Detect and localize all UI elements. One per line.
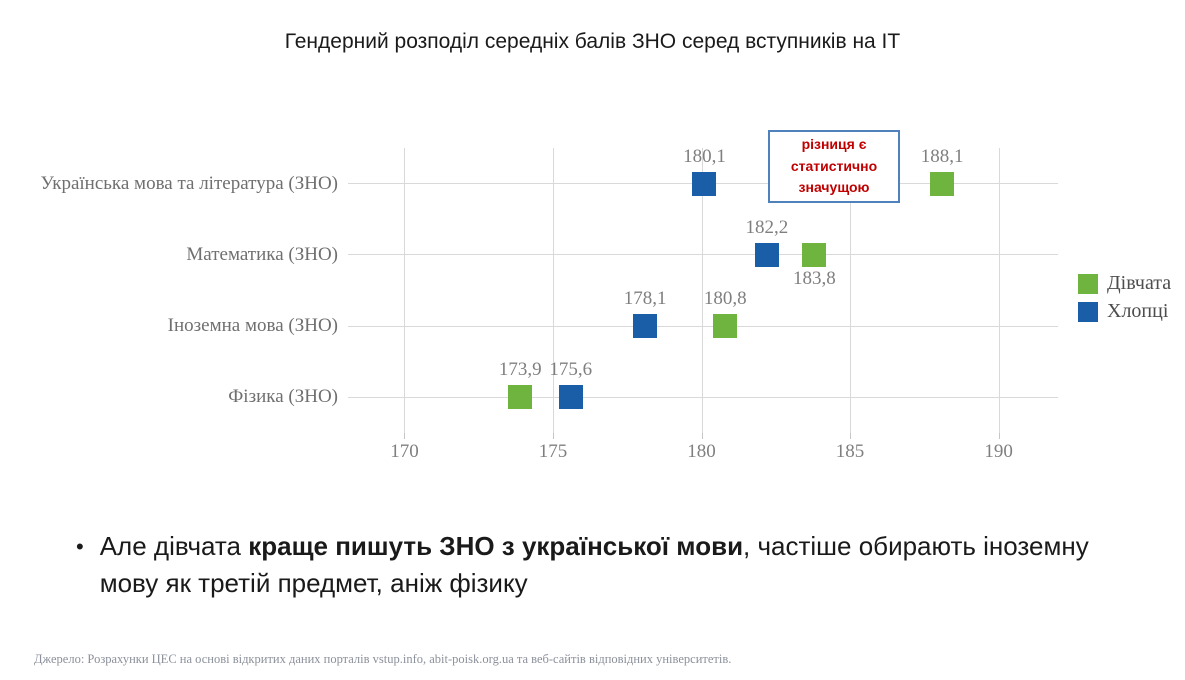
data-point-хлопці [754,242,779,267]
axis-tick [404,433,406,439]
category-label: Математика (ЗНО) [186,243,338,265]
x-tick-label: 190 [984,441,1013,462]
data-point-label: 180,1 [683,145,726,167]
category-label: Фізика (ЗНО) [228,386,338,408]
legend-item: Дівчата [1078,272,1171,295]
x-tick-label: 180 [687,441,716,462]
x-tick-label: 185 [835,441,865,462]
data-point-хлопці [692,171,717,196]
legend: Дівчата Хлопці [1078,272,1171,328]
data-point-хлопці [633,314,658,339]
bullet-marker: • [76,534,84,559]
x-tick-label: 170 [390,441,419,462]
data-point-label: 180,8 [703,288,747,310]
annotation-text: різниця є статистично значущою [790,135,878,196]
bullet-text: Але дівчата краще пишуть ЗНО з українськ… [100,528,1136,602]
bullet-text-pre: Але дівчата [99,531,249,561]
axis-tick [998,433,1000,439]
legend-label: Дівчата [1107,272,1172,294]
vertical-gridline [998,148,1000,433]
data-point-дівчата [930,171,955,196]
axis-tick [701,433,703,439]
vertical-gridline [552,148,554,433]
axis-tick [552,433,554,439]
vertical-gridline [850,148,852,433]
data-point-label: 178,1 [623,288,667,310]
bullet-text-bold: краще пишуть ЗНО з української мови [248,531,744,561]
chart-title: Гендерний розподіл середніх балів ЗНО се… [284,30,901,53]
plot-area: 188,1 183,8 180,8 173,9 180,1 182,2 178,1 175,6 [348,145,1058,439]
data-point-дівчата [508,385,533,410]
horizontal-gridline [348,396,1058,398]
x-tick-label: 175 [538,441,568,462]
data-point-label: 182,2 [745,216,789,238]
legend-swatch-icon [1078,273,1098,294]
bullet-text-post: , частіше обирають іноземну мову як трет… [99,531,1089,598]
category-label: Іноземна мова (ЗНО) [167,315,338,337]
vertical-gridline [404,148,406,433]
vertical-gridline [701,148,703,433]
category-axis: Українська мова та література (ЗНО) Матем… [0,148,338,433]
data-point-дівчата [802,242,827,267]
source-note: Джерело: Розрахунки ЦЕС на основі відкри… [34,652,732,666]
data-point-дівчата [713,314,738,339]
data-point-хлопці [558,385,583,410]
annotation-box: різниця є статистично значущою [768,130,900,203]
legend-item: Хлопці [1078,300,1171,323]
legend-swatch-icon [1078,301,1098,322]
data-point-label: 188,1 [920,145,964,167]
category-label: Українська мова та література (ЗНО) [40,172,338,194]
data-point-label: 183,8 [793,267,836,289]
data-point-label: 175,6 [549,359,593,381]
data-point-label: 173,9 [498,359,542,381]
horizontal-gridline [348,325,1058,327]
horizontal-gridline [348,254,1058,256]
legend-label: Хлопці [1107,300,1169,322]
axis-tick [850,433,852,439]
bullet-item: • Але дівчата краще пишуть ЗНО з українс… [76,528,1136,602]
x-axis: 170 175 180 185 190 [348,441,1058,465]
